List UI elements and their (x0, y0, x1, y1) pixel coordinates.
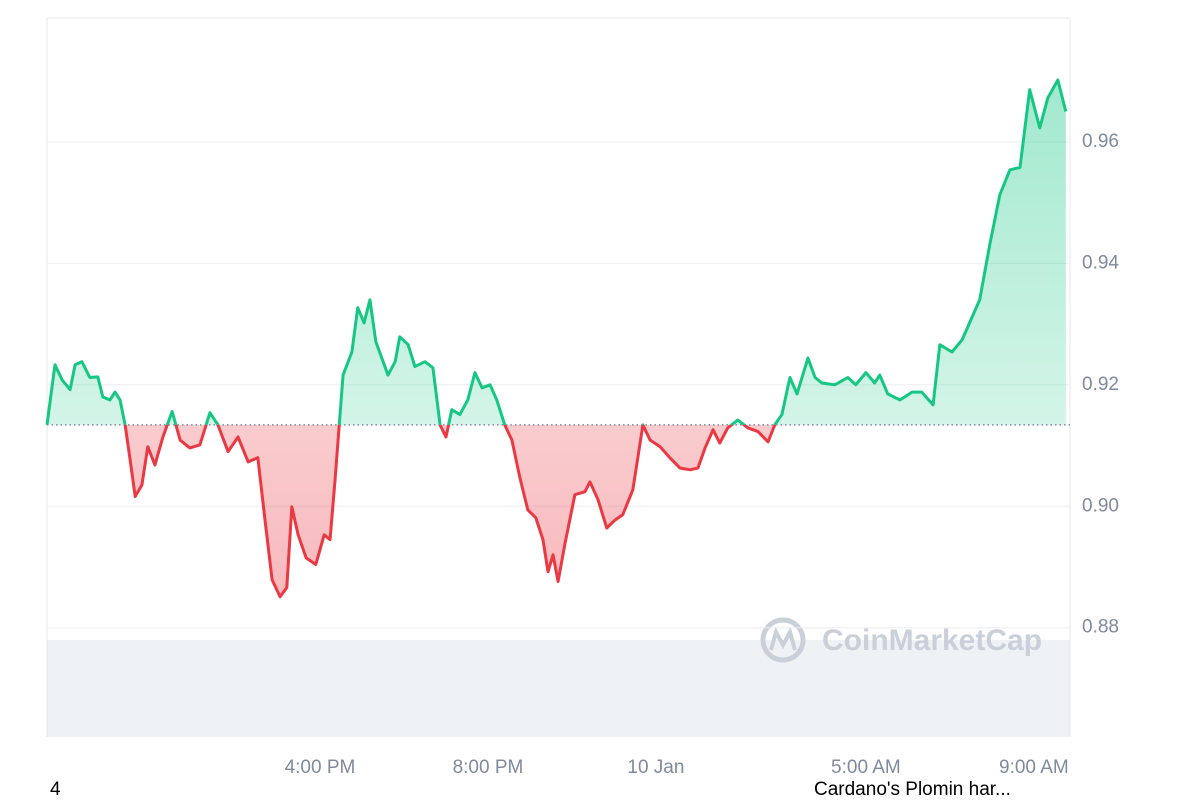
line-up (45, 78, 1068, 425)
y-tick-label: 0.88 (1082, 617, 1119, 638)
volume-area (47, 640, 1070, 737)
x-tick-label: 9:00 AM (999, 757, 1069, 778)
y-tick-label: 0.94 (1082, 252, 1119, 273)
y-tick-label: 0.96 (1082, 131, 1119, 152)
y-tick-label: 0.90 (1082, 495, 1119, 516)
footer-left: 4 (50, 779, 61, 800)
y-tick-label: 0.92 (1082, 374, 1119, 395)
area-down (47, 424, 1066, 597)
area-up (47, 79, 1066, 425)
footer-right: Cardano's Plomin har... (814, 779, 1011, 800)
watermark: CoinMarketCap (760, 617, 1042, 663)
line-down (46, 424, 777, 599)
x-tick-label: 5:00 AM (831, 757, 901, 778)
x-tick-label: 8:00 PM (453, 757, 524, 778)
x-tick-label: 4:00 PM (285, 757, 356, 778)
x-tick-label: 10 Jan (627, 757, 684, 778)
watermark-text: CoinMarketCap (822, 624, 1042, 657)
